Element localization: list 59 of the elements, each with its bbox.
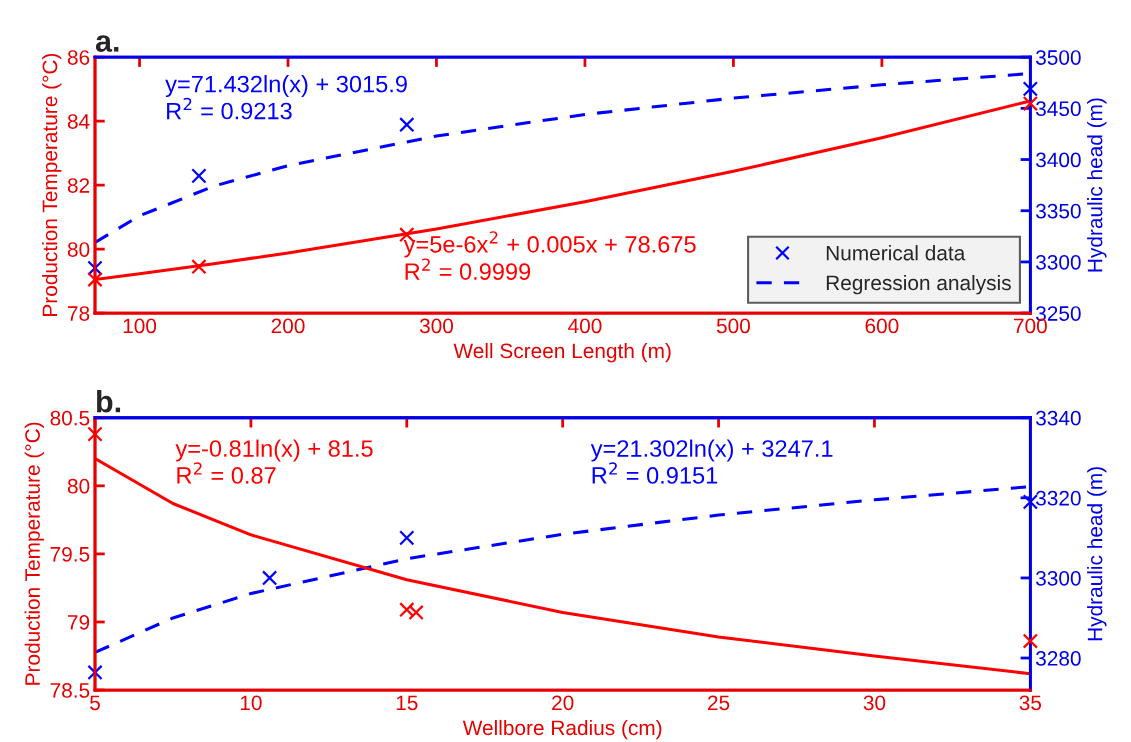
y2-tick-label: 3400 <box>1036 152 1081 168</box>
x-tick-label: 35 <box>1019 695 1042 711</box>
y-tick-label: 84 <box>67 114 90 129</box>
point <box>261 570 278 586</box>
x-tick-label: 500 <box>716 318 750 334</box>
point <box>399 117 415 133</box>
x-tick-label: 100 <box>123 318 157 334</box>
y2-axis-title: Hydraulic head (m) <box>1087 467 1107 641</box>
y-tick-label: 79 <box>68 614 90 630</box>
y-tick-label: 80 <box>67 478 90 494</box>
y2-tick-label: 3500 <box>1036 50 1081 65</box>
point <box>1022 81 1039 97</box>
annotation: y=-0.81ln(x) + 81.5 R$^{2}$ = 0.87 <box>175 439 373 484</box>
y-axis-title: Production Temperature (°C) <box>24 422 45 685</box>
chart-title: b. <box>97 390 121 413</box>
y-tick-label: 86 <box>67 50 90 65</box>
legend-label: Regression analysis <box>826 274 1011 295</box>
point <box>87 426 103 442</box>
y-tick-label: 79.5 <box>50 546 90 562</box>
x-axis-title: Wellbore Radius (cm) <box>462 719 662 740</box>
x-tick-label: 600 <box>865 318 899 334</box>
chart-title: a. <box>95 35 119 52</box>
point <box>191 259 207 275</box>
y-tick-label: 80 <box>67 242 90 257</box>
y-tick-label: 80.5 <box>50 410 90 426</box>
y2-tick-label: 3300 <box>1036 570 1081 586</box>
x-tick-label: 15 <box>396 695 418 711</box>
y-tick-label: 78 <box>68 306 90 321</box>
point <box>87 260 103 276</box>
x-tick-label: 400 <box>568 318 602 334</box>
x-tick-label: 300 <box>419 318 454 334</box>
y-tick-label: 82 <box>67 178 90 193</box>
text: y=5e-6x$^{2}$ + 0.005x + 78.675 R$^{2}$ = 0.9999 <box>403 231 696 280</box>
point <box>399 602 415 618</box>
legend-label: Numerical data <box>826 245 966 261</box>
point <box>87 271 103 288</box>
x-tick-label: 30 <box>863 695 886 711</box>
point <box>87 664 103 681</box>
x-axis-title: Well Screen Length (m) <box>453 342 671 363</box>
annotation: y=71.432ln(x) + 3015.9 R$^{2}$ = 0.9213 <box>165 75 407 120</box>
y2-tick-label: 3340 <box>1036 410 1081 426</box>
point <box>1022 633 1039 649</box>
point <box>399 530 415 546</box>
x-tick-label: 200 <box>271 318 305 334</box>
y2-tick-label: 3320 <box>1036 490 1081 506</box>
y2-tick-label: 3280 <box>1036 651 1081 666</box>
point <box>408 604 424 621</box>
point <box>191 168 207 184</box>
y2-tick-label: 3450 <box>1036 101 1081 117</box>
y2-tick-label: 3300 <box>1036 254 1081 270</box>
y2-tick-label: 3350 <box>1036 203 1081 219</box>
annotation: y=21.302ln(x) + 3247.1 R$^{2}$ = 0.9151 <box>590 439 833 484</box>
x-tick-label: 10 <box>240 695 262 711</box>
x-tick-label: 25 <box>708 695 730 711</box>
y-tick-label: 78.5 <box>50 683 90 698</box>
x-tick-label: 5 <box>90 695 100 711</box>
y2-axis-title: Hydraulic head (m) <box>1087 98 1107 272</box>
x-tick-label: 20 <box>552 695 574 711</box>
y-axis-title: Production Temperature (°C) <box>42 53 62 316</box>
